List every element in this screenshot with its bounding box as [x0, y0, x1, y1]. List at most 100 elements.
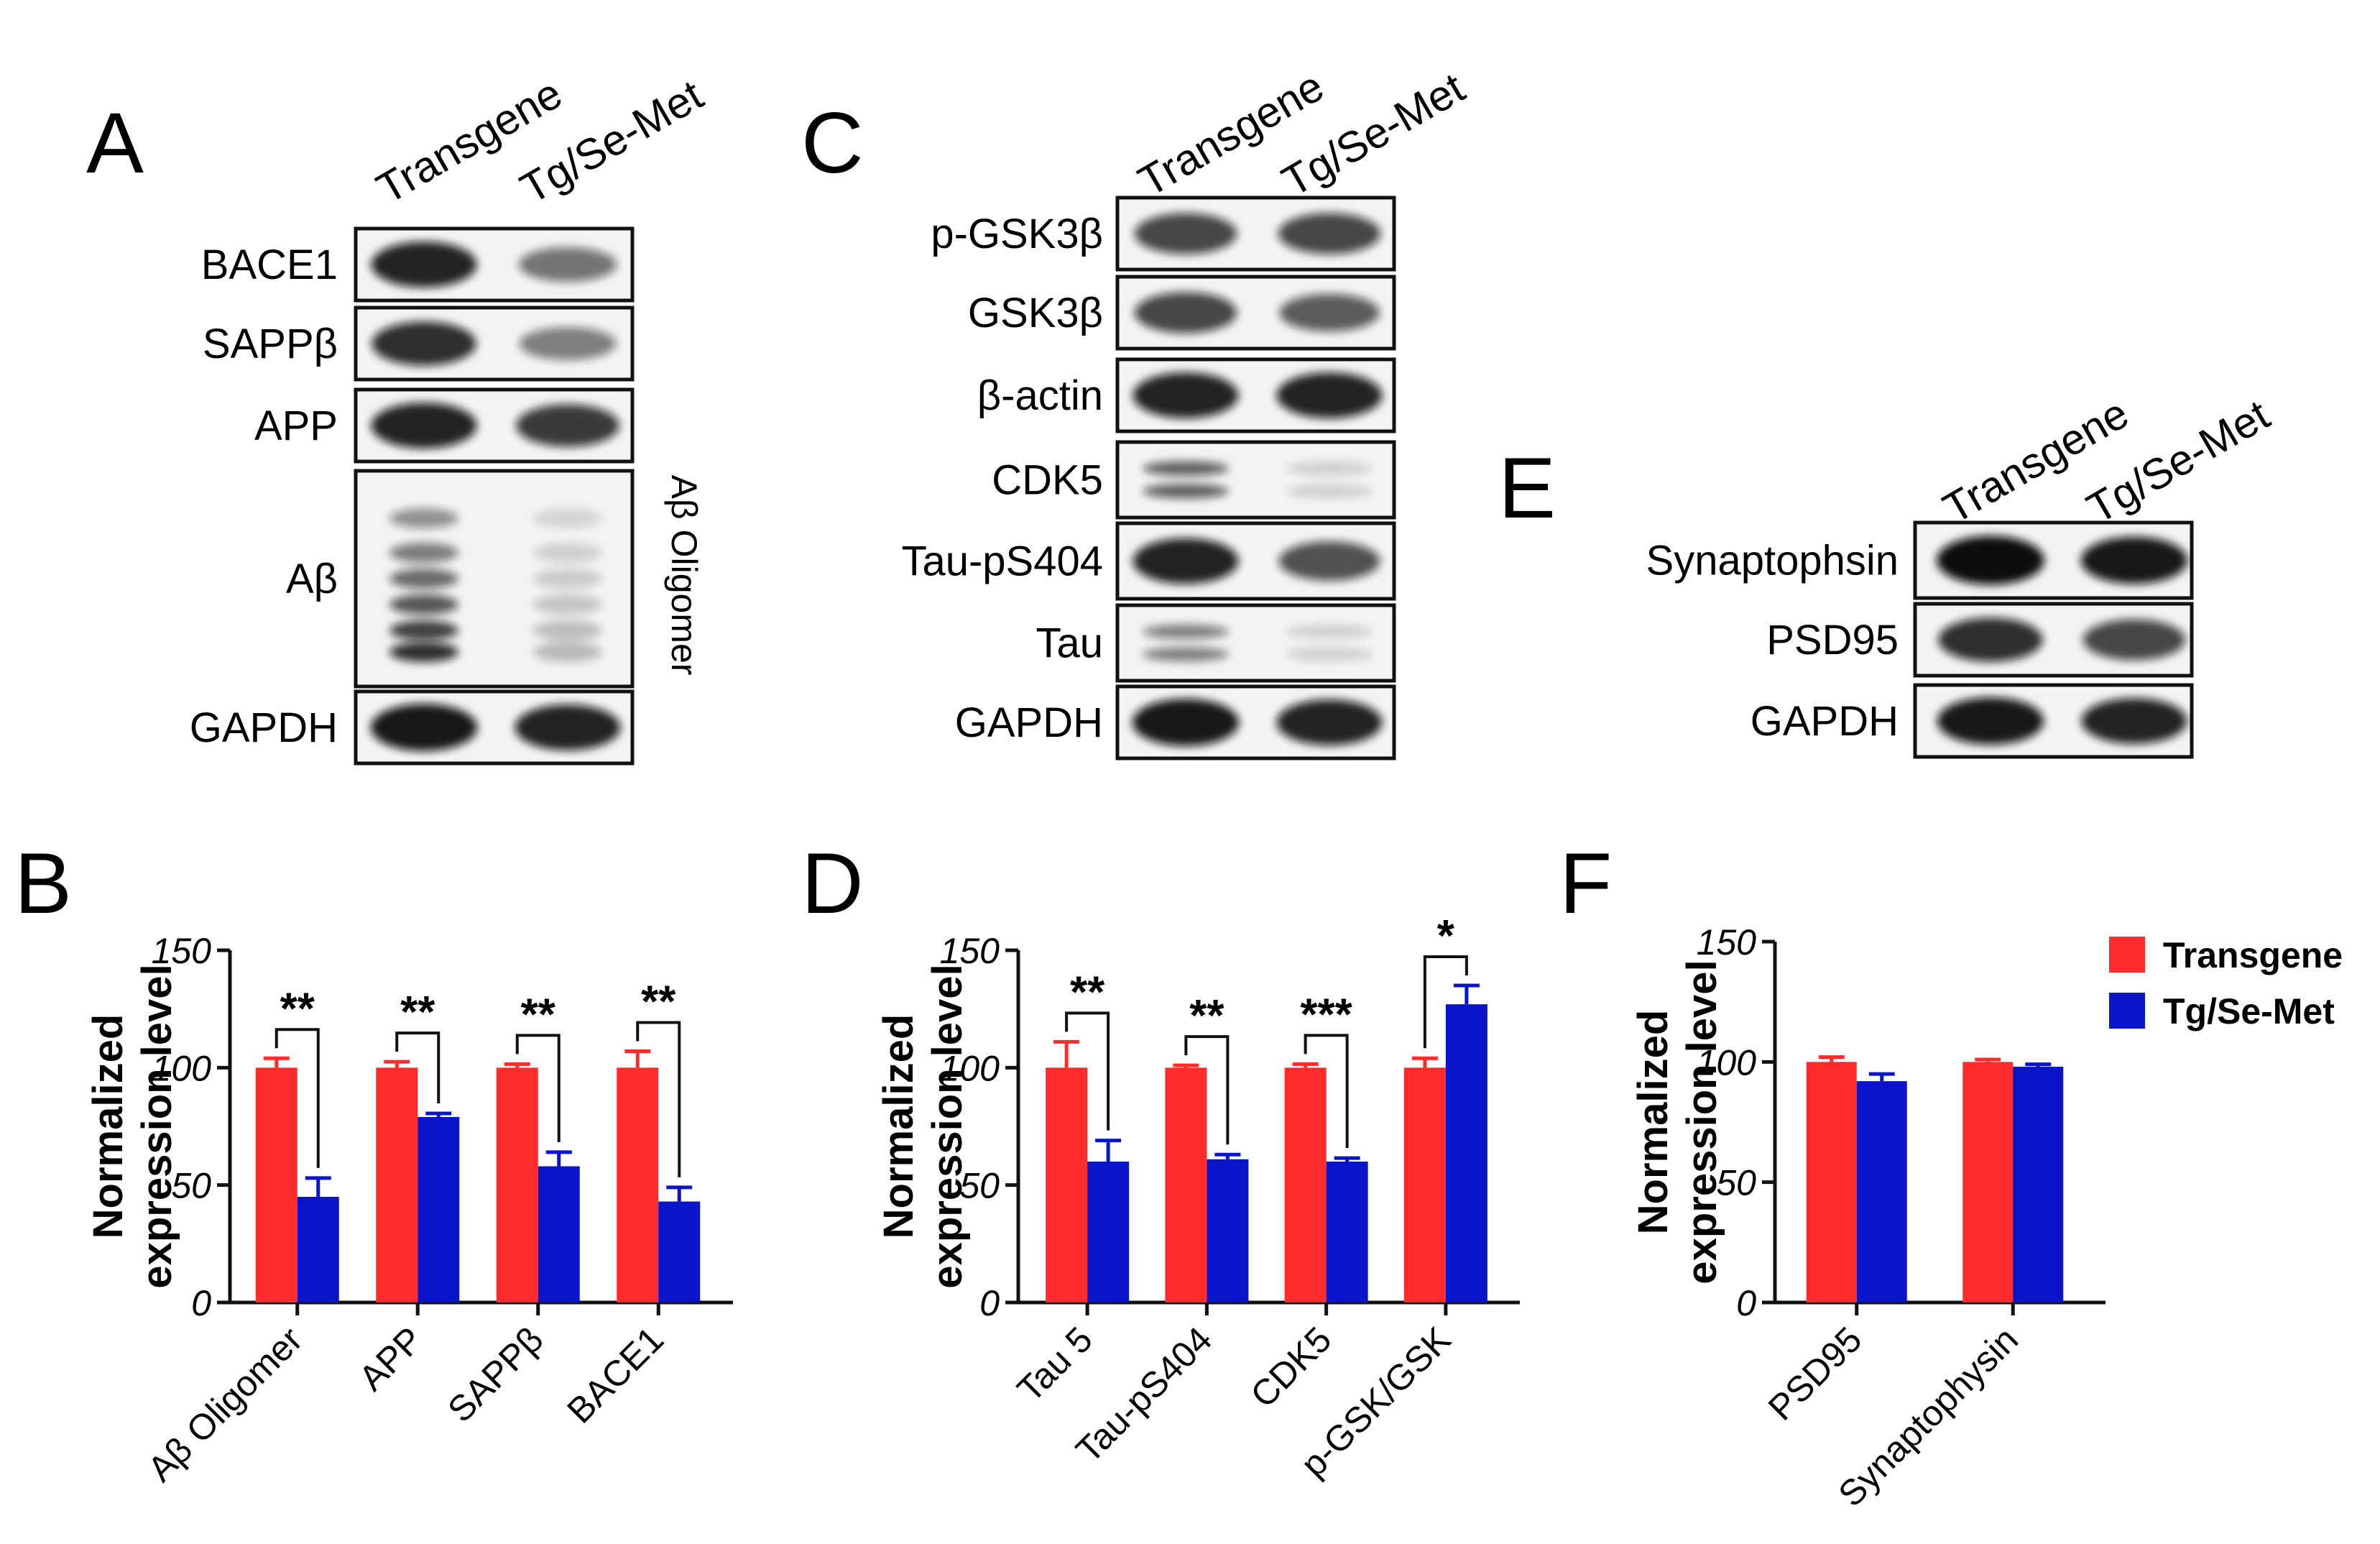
panel-letter-e: E	[1498, 440, 1556, 536]
chart-b-xlabel-abeta-oligomer: Aβ Oligomer	[140, 1319, 310, 1489]
chart-d-bar-cdk5-tg-se-met	[1326, 1162, 1368, 1302]
chart-d-ylabel-line-2: expression level	[924, 964, 971, 1288]
chart-d-bracket-p-gsk-gsk	[1423, 955, 1468, 1049]
bar-chart-panel-b: Normalized expression level 0 50 100 150 Aβ Ol…	[85, 931, 733, 1489]
chart-f-bar-psd95-transgene	[1806, 1062, 1857, 1302]
chart-b-bar-sappbeta-tg-se-met	[538, 1166, 580, 1302]
blot-a-row-gapdh-band-lane-1	[370, 704, 478, 751]
blot-c-row-cdk5-band-lane-1-1	[1143, 461, 1229, 476]
blot-a-row-abeta-band-lane-1-3	[389, 569, 458, 589]
chart-b-stars-bace1: **	[641, 977, 676, 1026]
blot-c-row-tau-ps404-band-lane-1	[1133, 538, 1239, 584]
blot-e-row-synaptophsin-label: Synaptophsin	[1646, 538, 1899, 584]
blot-c-row-gsk3beta-band-lane-1	[1134, 292, 1237, 334]
chart-b-stars-app: **	[400, 988, 435, 1037]
blot-e-row-gapdh: GAPDH	[1751, 683, 2194, 759]
blot-e-row-psd95-band-lane-1	[1938, 617, 2043, 662]
chart-b-significance-bace1: **	[636, 977, 681, 1177]
blot-e-row-synaptophsin-band-lane-2	[2080, 536, 2188, 584]
blot-a-row-sappbeta-band-lane-1	[372, 321, 476, 366]
blot-a-row-abeta-band-lane-1-1	[389, 508, 458, 528]
legend: Transgene Tg/Se-Met	[2109, 935, 2343, 1031]
blot-a-row-sappbeta-label: SAPPβ	[203, 321, 338, 367]
blot-c-row-tau-ps404-label: Tau-pS404	[901, 538, 1103, 585]
chart-f-ytick-label-2: 100	[1697, 1042, 1757, 1083]
legend-label-transgene: Transgene	[2163, 935, 2343, 975]
chart-b-bracket-bace1	[636, 1021, 681, 1177]
blot-a-row-bace1-band-lane-2	[518, 247, 617, 282]
chart-b-bar-app-transgene	[376, 1067, 418, 1302]
chart-b-stars-abeta-oligomer: **	[280, 984, 315, 1034]
blot-a-row-abeta-band-lane-2-2	[533, 543, 602, 563]
blot-a-row-abeta-band-lane-2-5	[533, 620, 602, 640]
legend-swatch-transgene	[2109, 937, 2145, 973]
chart-d-ylabel-line-1: Normalized	[875, 1014, 922, 1239]
chart-b-bar-abeta-oligomer-tg-se-met	[297, 1197, 339, 1302]
blot-a-row-abeta-band-lane-1-4	[389, 594, 458, 615]
chart-b-bar-app-tg-se-met	[418, 1116, 460, 1302]
blot-a-row-sappbeta-band-lane-2	[519, 327, 617, 360]
blot-c-row-cdk5-band-lane-2-1	[1286, 461, 1373, 476]
chart-d-stars-cdk5: ***	[1300, 990, 1352, 1039]
chart-b-ytick-label-3: 150	[152, 931, 212, 971]
chart-b-ytick-label-0: 0	[191, 1283, 211, 1323]
blot-a-row-app-band-lane-1	[371, 403, 477, 449]
blot-c-row-gapdh-band-lane-2	[1276, 699, 1383, 745]
blot-c-row-cdk5: CDK5	[992, 440, 1396, 520]
blot-e-row-synaptophsin-band-lane-1	[1937, 536, 2044, 585]
blot-e-row-psd95-label: PSD95	[1766, 617, 1899, 663]
bar-chart-panel-f: Normalized expression level 0 50 100 150 PSD95…	[1630, 922, 2105, 1515]
western-blot-panel-a: TransgeneTg/Se-MetBACE1SAPPβAPPAβGAPDHAβ…	[190, 69, 711, 766]
panel-letter-d: D	[801, 835, 864, 932]
chart-f-bar-psd95-tg-se-met	[1856, 1081, 1907, 1302]
chart-b-bracket-app	[395, 1031, 441, 1104]
blot-a-row-gapdh-band-lane-2	[515, 704, 621, 750]
blot-c-row-tau: Tau	[1036, 603, 1396, 683]
blot-e-row-gapdh-band-lane-2	[2081, 698, 2187, 744]
chart-d-xlabel-tau-5: Tau 5	[1010, 1319, 1100, 1410]
blot-a-row-gapdh-label: GAPDH	[190, 704, 338, 751]
chart-d-bar-tau-ps404-transgene	[1165, 1067, 1207, 1302]
blot-a-row-abeta-band-lane-1-5	[389, 620, 458, 640]
blot-c-row-cdk5-frame	[1115, 440, 1396, 520]
chart-d-ytick-label-3: 150	[940, 931, 1000, 971]
chart-b-bar-sappbeta-transgene	[496, 1067, 538, 1302]
chart-b-bracket-sappbeta	[515, 1034, 561, 1142]
chart-b-bar-abeta-oligomer-transgene	[255, 1067, 298, 1302]
chart-f-ylabel-line-1: Normalized	[1630, 1010, 1676, 1235]
blot-a-row-abeta-band-lane-2-4	[533, 594, 602, 615]
blot-c-row-gapdh: GAPDH	[955, 684, 1396, 760]
blot-a-row-gapdh: GAPDH	[190, 689, 635, 766]
blot-a-row-bace1: BACE1	[201, 226, 635, 303]
blot-a-row-abeta-band-lane-1-2	[389, 543, 458, 563]
blot-a-side-label: Aβ Oligomer	[664, 475, 704, 676]
chart-f-ytick-label-3: 150	[1697, 922, 1757, 962]
blot-e-row-psd95: PSD95	[1766, 602, 2194, 678]
blot-a-row-abeta-band-lane-1-6	[389, 642, 458, 662]
chart-d-ytick-label-0: 0	[979, 1283, 1000, 1323]
chart-f-ytick-label-1: 50	[1716, 1163, 1756, 1203]
blot-c-row-tau-ps404-band-lane-2	[1278, 541, 1380, 581]
chart-d-significance-tau-ps404: **	[1184, 991, 1230, 1145]
chart-f-bar-synaptophysin-transgene	[1962, 1062, 2014, 1302]
chart-b-bar-bace1-tg-se-met	[658, 1201, 701, 1302]
blot-a-row-abeta-band-lane-2-6	[533, 642, 602, 662]
blot-c-row-tau-band-lane-2-1	[1286, 624, 1373, 639]
chart-b-stars-sappbeta: **	[521, 990, 556, 1039]
chart-b-bar-bace1-transgene	[617, 1067, 659, 1302]
blot-a-row-app-label: APP	[254, 403, 338, 449]
chart-d-bracket-tau-5	[1065, 1011, 1110, 1131]
chart-d-xlabel-cdk5: CDK5	[1242, 1319, 1339, 1415]
chart-b-bracket-abeta-oligomer	[275, 1028, 320, 1168]
blot-c-row-gsk3beta: GSK3β	[968, 275, 1396, 351]
chart-b-significance-abeta-oligomer: **	[275, 984, 320, 1168]
blot-c-row-tau-band-lane-2-2	[1286, 647, 1373, 662]
blot-e-row-synaptophsin: Synaptophsin	[1646, 520, 2194, 600]
blot-c-row-gapdh-label: GAPDH	[955, 699, 1103, 746]
blot-c-row-beta-actin: β-actin	[977, 357, 1396, 433]
chart-d-stars-tau-ps404: **	[1189, 991, 1224, 1041]
legend-label-tg-se-met: Tg/Se-Met	[2163, 991, 2335, 1031]
